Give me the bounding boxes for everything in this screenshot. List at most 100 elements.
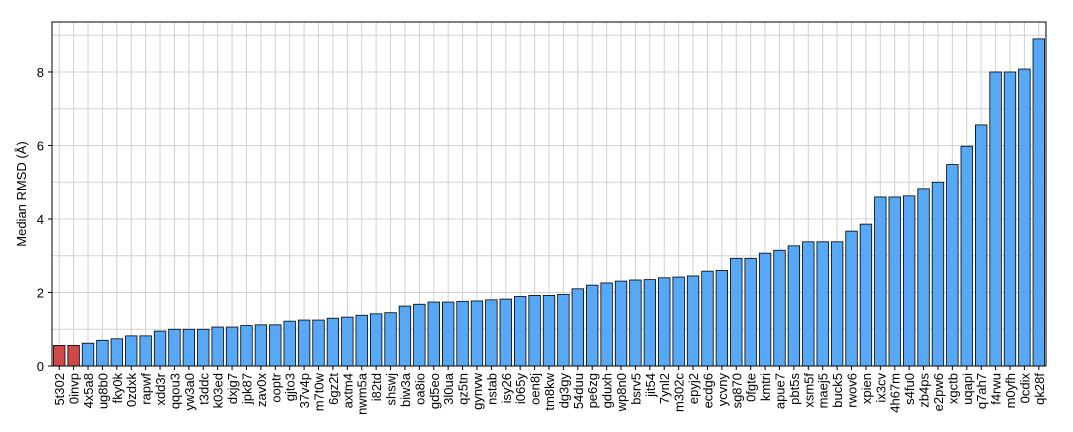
x-tick-label: rapwf — [139, 373, 154, 405]
bar — [773, 249, 786, 367]
bar — [816, 241, 829, 367]
x-tick-label: qz5tn — [456, 373, 471, 405]
x-tick-label: 4x5a8 — [81, 373, 96, 408]
bar — [989, 71, 1002, 367]
bar — [686, 275, 700, 367]
bar — [283, 320, 296, 367]
x-tick-label: 4h67m — [888, 373, 903, 413]
bar — [845, 230, 858, 367]
x-tick-label: 0fgte — [744, 373, 759, 402]
bar — [441, 301, 455, 367]
bar — [859, 223, 873, 367]
bar — [240, 325, 253, 367]
bar — [629, 279, 642, 367]
x-tick-label: biw3a — [398, 372, 413, 407]
x-tick-label: jit54 — [643, 373, 658, 398]
x-tick-label: xsm5f — [801, 373, 816, 408]
x-tick-label: jpk87 — [239, 373, 254, 405]
x-tick-label: 37v4p — [297, 373, 312, 408]
x-tick-label: 0invp — [67, 373, 82, 404]
bar — [427, 301, 440, 367]
x-tick-label: pe6zg — [585, 373, 600, 408]
bar — [514, 296, 527, 367]
bar — [81, 342, 95, 367]
bar — [600, 282, 613, 367]
bar — [355, 314, 368, 367]
bar — [917, 188, 930, 367]
x-tick-label: epyj2 — [686, 373, 701, 404]
x-tick-label: xdd3r — [153, 372, 168, 405]
x-tick-label: oa8io — [412, 373, 427, 405]
bar — [485, 299, 498, 367]
x-tick-label: i82td — [369, 373, 384, 401]
x-tick-label: t3ddc — [196, 373, 211, 405]
x-tick-label: q7ah7 — [974, 373, 989, 409]
x-tick-label: dg3gy — [556, 373, 571, 409]
x-tick-label: ecdg6 — [700, 373, 715, 408]
x-tick-label: axtm4 — [340, 373, 355, 408]
x-tick-label: nstab — [484, 373, 499, 405]
x-tick-label: isy26 — [499, 373, 514, 403]
bar — [975, 124, 988, 367]
x-tick-label: sg870 — [729, 373, 744, 408]
bar — [802, 241, 815, 367]
bar — [874, 196, 887, 367]
x-tick-label: m0yfh — [1003, 373, 1018, 408]
y-tick-label: 6 — [37, 138, 44, 153]
bar — [182, 328, 196, 367]
bar — [1032, 38, 1045, 367]
x-tick-label: zb4ps — [917, 373, 932, 408]
bar — [586, 284, 599, 367]
x-tick-label: nwm5a — [355, 372, 370, 415]
x-tick-label: 3l0ua — [441, 372, 456, 405]
x-tick-label: gd5eo — [427, 373, 442, 409]
x-tick-label: e2pw6 — [931, 373, 946, 411]
bar — [125, 335, 138, 367]
bar — [830, 241, 844, 367]
x-tick-label: ug8b0 — [95, 373, 110, 409]
x-tick-label: m7t0w — [312, 372, 327, 411]
x-tick-label: m302c — [672, 373, 687, 413]
x-tick-label: zav0x — [254, 373, 269, 407]
x-tick-label: apue7 — [772, 373, 787, 409]
x-tick-label: k03ed — [211, 373, 226, 408]
bar — [369, 313, 383, 367]
x-tick-label: 0zdxk — [124, 373, 139, 407]
x-tick-label: gynvw — [470, 372, 485, 409]
bar — [341, 316, 354, 367]
bar — [715, 270, 729, 367]
x-tick-label: 54duu — [571, 373, 586, 409]
bar — [701, 270, 714, 367]
bar — [888, 196, 901, 367]
x-tick-label: xgctb — [945, 373, 960, 404]
bar — [153, 330, 167, 367]
x-tick-label: pbt5s — [787, 373, 802, 405]
x-tick-label: 5t302 — [52, 373, 67, 406]
x-tick-label: f4rwu — [989, 373, 1004, 405]
bar — [643, 279, 657, 367]
x-tick-label: i065y — [513, 373, 528, 405]
bar — [254, 324, 268, 367]
x-tick-label: qqou3 — [167, 373, 182, 409]
bar — [528, 295, 541, 367]
bar — [384, 312, 397, 367]
bar — [658, 277, 671, 367]
x-tick-label: maej5 — [816, 373, 831, 408]
bar — [946, 164, 959, 367]
x-tick-label: gjto3 — [283, 373, 298, 401]
x-tick-label: s4fu0 — [902, 373, 917, 405]
y-tick-label: 8 — [37, 65, 44, 80]
x-tick-label: ooptr — [268, 372, 283, 402]
bar — [269, 324, 282, 367]
bar — [730, 257, 743, 367]
x-tick-label: oen8j — [528, 373, 543, 405]
bar — [211, 326, 224, 367]
plot-frame — [51, 21, 1047, 367]
bar — [672, 276, 685, 367]
x-tick-label: fky0k — [110, 373, 125, 404]
bar — [931, 181, 945, 367]
bar — [197, 328, 210, 367]
bar — [168, 328, 181, 367]
bar — [614, 280, 628, 367]
